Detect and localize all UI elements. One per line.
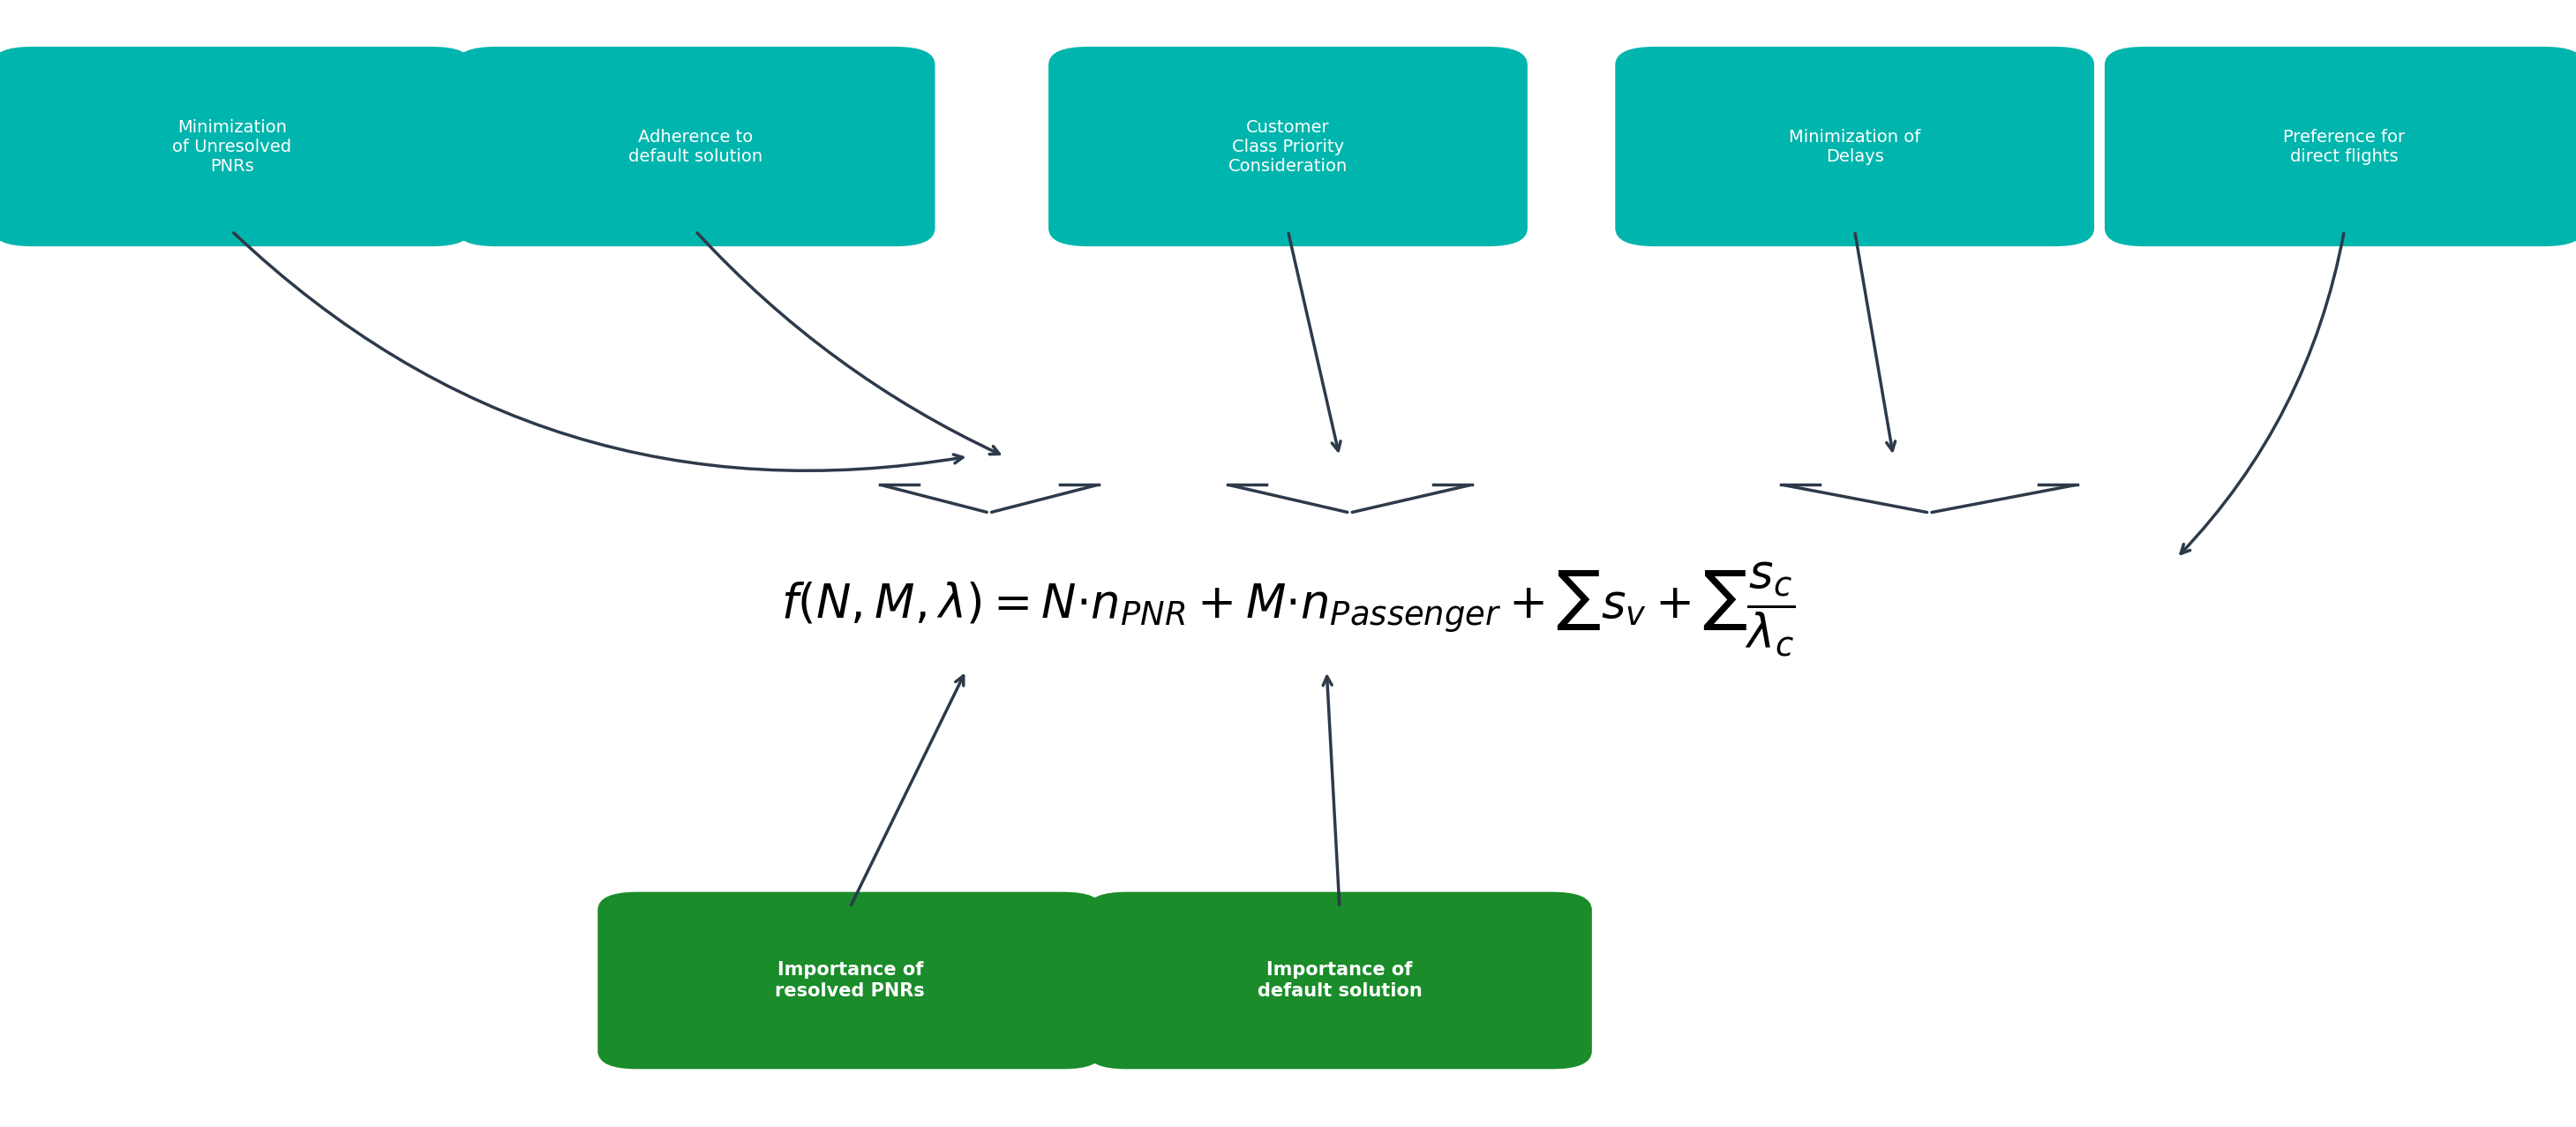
Text: Minimization of
Delays: Minimization of Delays [1788,128,1922,165]
FancyBboxPatch shape [2107,47,2576,246]
FancyBboxPatch shape [0,47,469,246]
Text: Customer
Class Priority
Consideration: Customer Class Priority Consideration [1229,118,1347,175]
Text: Preference for
direct flights: Preference for direct flights [2282,128,2406,165]
FancyBboxPatch shape [1618,47,2092,246]
FancyBboxPatch shape [459,47,935,246]
Text: Importance of
resolved PNRs: Importance of resolved PNRs [775,961,925,1000]
FancyBboxPatch shape [1087,893,1589,1068]
Text: Minimization
of Unresolved
PNRs: Minimization of Unresolved PNRs [173,118,291,175]
Text: Adherence to
default solution: Adherence to default solution [629,128,762,165]
FancyBboxPatch shape [598,893,1103,1068]
Text: Importance of
default solution: Importance of default solution [1257,961,1422,1000]
FancyBboxPatch shape [1051,47,1525,246]
Text: $f(N,M,\lambda) = N{\cdot}n_{PNR}+M{\cdot}n_{Passenger}+\sum s_v+\sum\dfrac{s_c}: $f(N,M,\lambda) = N{\cdot}n_{PNR}+M{\cdo… [781,560,1795,657]
